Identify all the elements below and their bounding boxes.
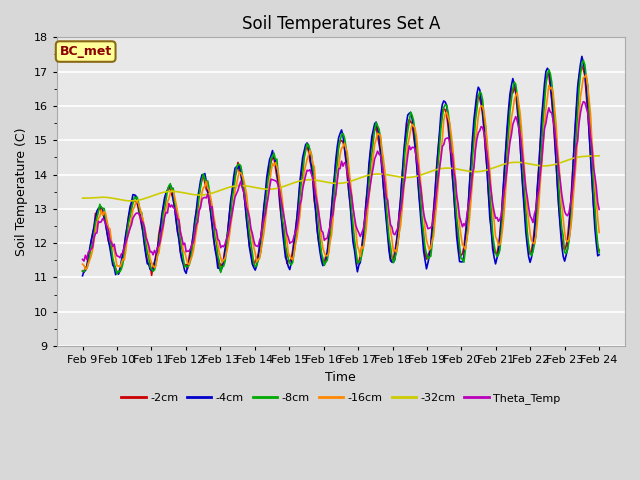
Y-axis label: Soil Temperature (C): Soil Temperature (C) [15,127,28,256]
Legend: -2cm, -4cm, -8cm, -16cm, -32cm, Theta_Temp: -2cm, -4cm, -8cm, -16cm, -32cm, Theta_Te… [116,389,565,408]
X-axis label: Time: Time [326,371,356,384]
Title: Soil Temperatures Set A: Soil Temperatures Set A [242,15,440,33]
Text: BC_met: BC_met [60,45,112,58]
